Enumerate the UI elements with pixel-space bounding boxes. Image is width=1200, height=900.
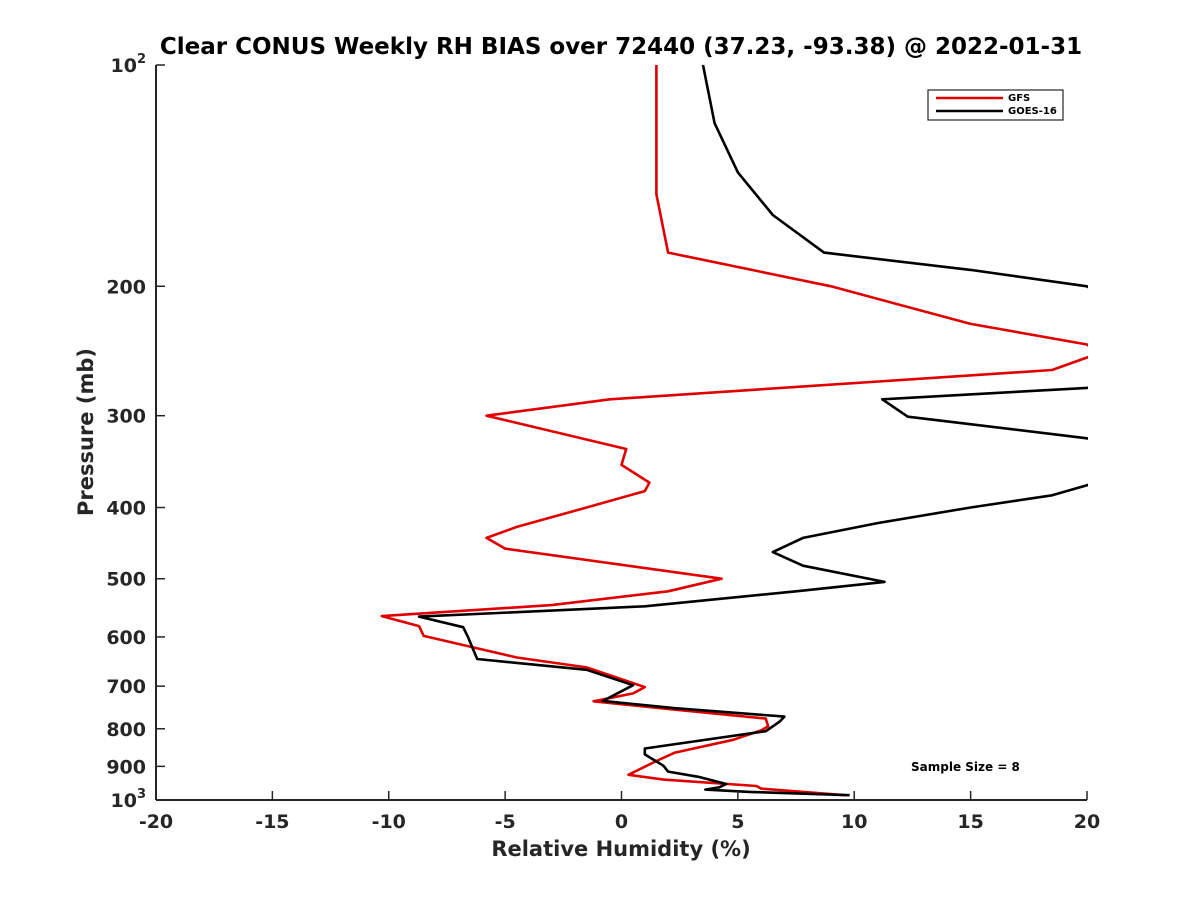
x-tick-label: -20 xyxy=(139,811,173,833)
series-line-goes16 xyxy=(417,64,1088,797)
y-axis-label: Pressure (mb) xyxy=(74,348,98,516)
legend: GFS GOES-16 xyxy=(927,89,1064,121)
axes xyxy=(155,65,1087,801)
x-tick-label: -10 xyxy=(372,811,406,833)
y-tick-label: 800 xyxy=(106,719,146,741)
sample-size-annotation: Sample Size = 8 xyxy=(911,760,1020,774)
x-tick-label: 20 xyxy=(1074,811,1100,833)
x-axis-label: Relative Humidity (%) xyxy=(491,837,750,861)
y-tick-label: 103 xyxy=(111,787,147,812)
plot-area xyxy=(380,64,1088,797)
series-line-gfs xyxy=(380,65,1088,797)
legend-box xyxy=(927,89,1064,121)
x-ticks: -20 -15 -10 -5 0 5 10 15 20 xyxy=(139,791,1100,833)
x-tick-label: -5 xyxy=(495,811,516,833)
y-tick-label: 102 xyxy=(111,52,147,77)
legend-label-goes16: GOES-16 xyxy=(1008,106,1057,117)
x-tick-label: -15 xyxy=(255,811,289,833)
y-ticks: 102 200 300 400 500 600 700 800 900 103 xyxy=(106,52,165,812)
y-tick-label: 600 xyxy=(106,627,146,649)
y-tick-label: 900 xyxy=(106,756,146,778)
y-tick-label: 700 xyxy=(106,676,146,698)
x-tick-label: 5 xyxy=(731,811,744,833)
y-tick-label: 200 xyxy=(106,276,146,298)
y-tick-label: 300 xyxy=(106,406,146,428)
y-tick-label: 500 xyxy=(106,569,146,591)
y-tick-label: 400 xyxy=(106,498,146,520)
x-tick-label: 10 xyxy=(841,811,867,833)
legend-label-gfs: GFS xyxy=(1008,93,1030,104)
x-tick-label: 0 xyxy=(615,811,628,833)
x-tick-label: 15 xyxy=(957,811,983,833)
chart-title: Clear CONUS Weekly RH BIAS over 72440 (3… xyxy=(160,34,1082,60)
